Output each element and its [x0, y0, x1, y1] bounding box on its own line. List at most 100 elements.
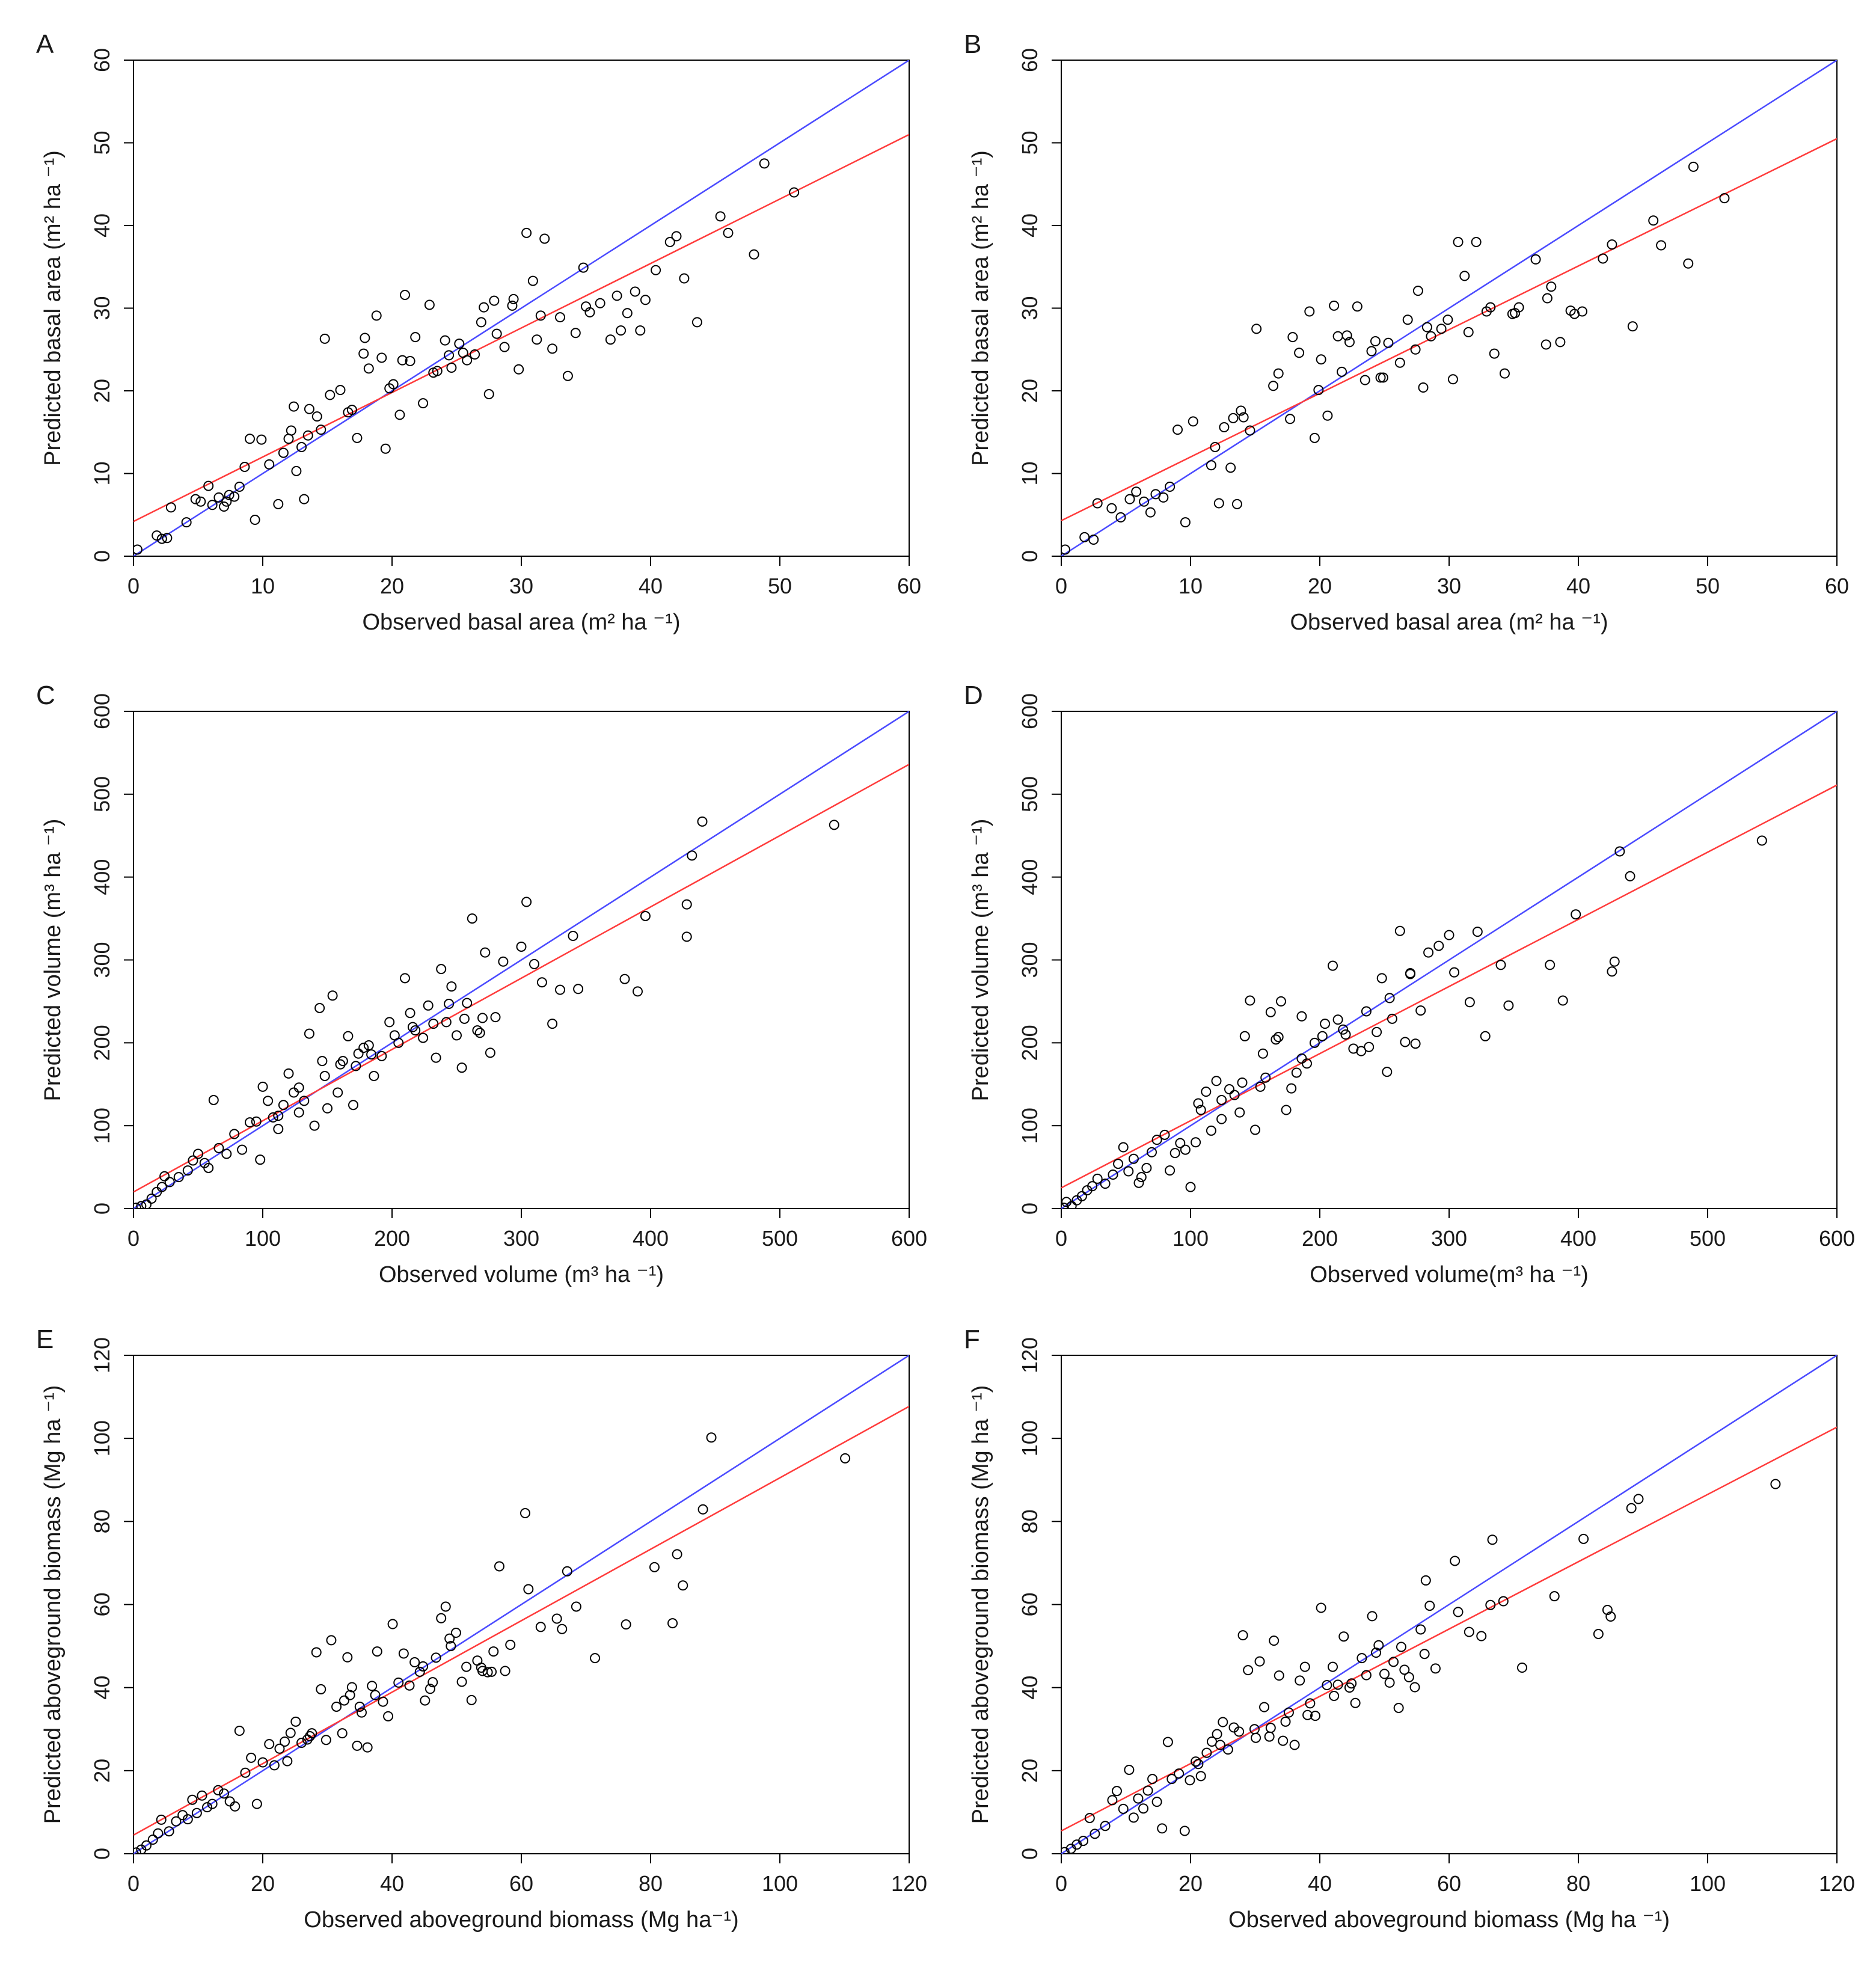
- data-point: [1463, 326, 1474, 337]
- data-point: [251, 1116, 262, 1127]
- data-point: [1625, 871, 1635, 881]
- data-point: [1361, 1670, 1372, 1681]
- data-point: [423, 1000, 434, 1011]
- y-tick-label: 400: [1017, 859, 1042, 895]
- data-point: [1100, 1179, 1111, 1189]
- data-point: [319, 1070, 330, 1081]
- data-point: [273, 1111, 284, 1121]
- data-point: [307, 1728, 317, 1739]
- data-point: [1175, 1138, 1186, 1148]
- data-point: [269, 1760, 280, 1771]
- data-point: [1128, 1812, 1139, 1823]
- panel-d: D 0 100 200 300 400 500 600 0 100 200 300 400 500 600 O…: [964, 681, 1855, 1287]
- data-point: [1305, 1698, 1316, 1709]
- regression-line: [133, 764, 909, 1193]
- data-point: [456, 1676, 467, 1687]
- data-point: [400, 290, 410, 300]
- data-point: [570, 328, 581, 339]
- data-point: [1444, 930, 1455, 940]
- data-point: [1361, 1006, 1372, 1017]
- y-axis-label: Predicted aboveground biomass (Mg ha ⁻¹): [968, 1385, 993, 1824]
- data-point: [1251, 1732, 1261, 1743]
- y-tick-label: 80: [90, 1509, 114, 1533]
- data-point: [400, 973, 410, 984]
- data-point: [1195, 1105, 1206, 1115]
- data-point: [621, 1619, 631, 1630]
- panel-letter: A: [36, 29, 54, 59]
- data-point: [1124, 1764, 1135, 1775]
- data-point: [547, 343, 558, 354]
- data-point: [1234, 1726, 1245, 1737]
- data-point: [1245, 425, 1255, 436]
- data-point: [1123, 1166, 1134, 1177]
- data-point: [380, 443, 391, 454]
- data-point: [190, 494, 201, 504]
- data-point: [1302, 1709, 1313, 1720]
- data-point: [523, 1584, 534, 1595]
- identity-line: [1061, 711, 1837, 1209]
- data-point: [446, 363, 457, 373]
- data-point: [476, 317, 486, 328]
- x-tick-label: 400: [1560, 1226, 1596, 1251]
- data-point: [571, 1601, 581, 1612]
- identity-line: [1061, 60, 1837, 556]
- data-point: [293, 1082, 304, 1093]
- data-point: [213, 1785, 224, 1795]
- data-point: [299, 494, 310, 504]
- data-point: [1061, 544, 1070, 555]
- data-point: [1344, 337, 1355, 348]
- data-point: [1459, 271, 1470, 281]
- data-point: [578, 262, 589, 273]
- y-tick-label: 100: [90, 1420, 114, 1456]
- data-point: [1295, 1675, 1305, 1686]
- data-point: [1396, 1642, 1406, 1652]
- data-point: [697, 816, 708, 827]
- data-point: [1366, 346, 1377, 357]
- x-tick-label: 50: [768, 574, 792, 598]
- data-point: [1516, 1663, 1527, 1673]
- data-point: [1180, 1144, 1191, 1155]
- data-point: [1648, 215, 1659, 226]
- data-point: [273, 1124, 284, 1135]
- data-point: [1436, 323, 1447, 334]
- data-point: [283, 1068, 294, 1079]
- data-area: [133, 60, 909, 556]
- data-point: [1359, 375, 1370, 385]
- data-point: [1453, 1607, 1464, 1617]
- data-point: [1092, 498, 1103, 509]
- data-point: [672, 1549, 682, 1560]
- data-point: [197, 1790, 207, 1801]
- data-point: [557, 1623, 568, 1634]
- data-point: [1371, 1648, 1382, 1658]
- data-point: [1213, 498, 1224, 509]
- data-point: [1683, 258, 1694, 269]
- data-point: [446, 981, 457, 992]
- data-point: [1542, 293, 1553, 304]
- x-tick-label: 30: [509, 574, 533, 598]
- data-point: [384, 383, 395, 394]
- data-point: [1304, 306, 1315, 317]
- data-point: [372, 1646, 382, 1657]
- data-point: [1243, 1665, 1254, 1676]
- data-point: [219, 501, 229, 512]
- data-point: [152, 530, 162, 541]
- data-point: [1151, 1797, 1162, 1807]
- data-point: [133, 544, 143, 555]
- data-point: [1495, 960, 1506, 970]
- panel-letter: F: [964, 1325, 980, 1354]
- data-point: [171, 1816, 182, 1827]
- data-point: [224, 489, 234, 500]
- data-point: [1418, 382, 1429, 393]
- data-point: [1598, 253, 1608, 264]
- data-point: [141, 1199, 152, 1209]
- data-point: [1485, 302, 1496, 313]
- data-point: [529, 958, 539, 969]
- y-tick-label: 30: [90, 296, 114, 320]
- data-point: [193, 1148, 203, 1159]
- data-point: [353, 1048, 364, 1059]
- identity-line: [133, 711, 909, 1209]
- x-tick-label: 0: [127, 574, 139, 598]
- data-point: [1255, 1081, 1266, 1092]
- data-point: [1212, 1729, 1222, 1740]
- data-point: [255, 1154, 266, 1165]
